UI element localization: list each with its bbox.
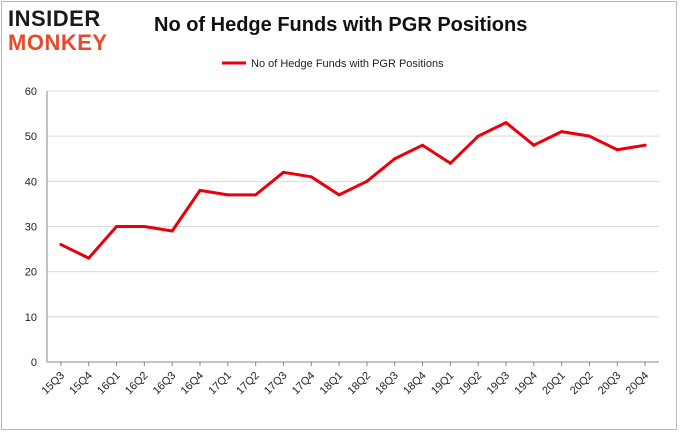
x-tick-label-20Q3: 20Q3	[596, 370, 624, 398]
x-tick-label-15Q3: 15Q3	[40, 370, 68, 398]
x-axis-ticks: 15Q3 15Q4 16Q1 16Q2 16Q3 16Q4 17Q1 17Q2 17Q3 17Q4…	[40, 362, 652, 398]
x-tick-label-17Q4: 17Q4	[290, 370, 318, 398]
x-tick-label-16Q2: 16Q2	[123, 370, 151, 398]
x-tick-label-17Q3: 17Q3	[262, 370, 290, 398]
chart-title: No of Hedge Funds with PGR Positions	[154, 14, 528, 36]
x-tick-label-20Q1: 20Q1	[540, 370, 568, 398]
data-point-20Q4	[643, 143, 647, 147]
y-tick-label-20: 20	[25, 267, 37, 279]
y-tick-label-40: 40	[25, 176, 37, 188]
data-point-20Q2	[587, 134, 591, 138]
y-axis-ticks: 0 10 20 30 40 50 60	[25, 86, 37, 369]
x-tick-label-17Q1: 17Q1	[206, 370, 234, 398]
data-point-19Q2	[476, 134, 480, 138]
data-point-18Q3	[393, 157, 397, 161]
y-tick-label-60: 60	[25, 86, 37, 98]
series-group	[59, 121, 647, 260]
x-tick-label-18Q3: 18Q3	[373, 370, 401, 398]
logo-line-2: MONKEY	[8, 30, 108, 55]
data-point-15Q4	[87, 256, 91, 260]
data-point-18Q2	[365, 179, 369, 183]
x-tick-label-18Q1: 18Q1	[318, 370, 346, 398]
data-point-17Q2	[254, 193, 258, 197]
x-tick-label-19Q3: 19Q3	[485, 370, 513, 398]
data-point-16Q1	[115, 225, 119, 228]
data-point-19Q1	[448, 161, 452, 165]
legend: No of Hedge Funds with PGR Positions	[222, 58, 444, 70]
x-tick-label-16Q4: 16Q4	[179, 370, 207, 398]
data-point-17Q1	[226, 193, 230, 197]
insider-monkey-logo: INSIDER MONKEY	[8, 6, 128, 56]
x-tick-label-18Q4: 18Q4	[401, 370, 429, 398]
x-tick-label-19Q1: 19Q1	[429, 370, 457, 398]
x-tick-label-20Q2: 20Q2	[568, 370, 596, 398]
data-point-17Q4	[309, 175, 313, 179]
data-point-19Q3	[504, 121, 508, 125]
data-point-18Q4	[421, 143, 425, 147]
data-point-18Q1	[337, 193, 341, 197]
x-tick-label-15Q4: 15Q4	[67, 370, 95, 398]
data-point-17Q3	[281, 170, 285, 174]
x-tick-label-19Q2: 19Q2	[457, 370, 485, 398]
x-tick-label-17Q2: 17Q2	[234, 370, 262, 398]
x-tick-label-18Q2: 18Q2	[346, 370, 374, 398]
x-tick-label-20Q4: 20Q4	[624, 370, 652, 398]
y-tick-label-50: 50	[25, 131, 37, 143]
y-tick-label-30: 30	[25, 222, 37, 234]
y-tick-label-0: 0	[31, 357, 37, 369]
x-tick-label-16Q1: 16Q1	[95, 370, 123, 398]
logo-line-1: INSIDER	[8, 6, 101, 31]
x-tick-label-16Q3: 16Q3	[151, 370, 179, 398]
axes	[46, 91, 659, 363]
data-point-16Q4	[198, 188, 202, 192]
data-point-20Q1	[560, 130, 564, 134]
data-point-20Q3	[615, 148, 619, 152]
legend-label: No of Hedge Funds with PGR Positions	[251, 58, 444, 70]
series-line	[59, 121, 647, 260]
data-point-16Q3	[170, 229, 174, 233]
data-point-19Q4	[532, 143, 536, 147]
y-tick-label-10: 10	[25, 312, 37, 324]
x-tick-label-19Q4: 19Q4	[512, 370, 540, 398]
data-point-15Q3	[59, 243, 63, 247]
data-point-16Q2	[142, 225, 146, 228]
